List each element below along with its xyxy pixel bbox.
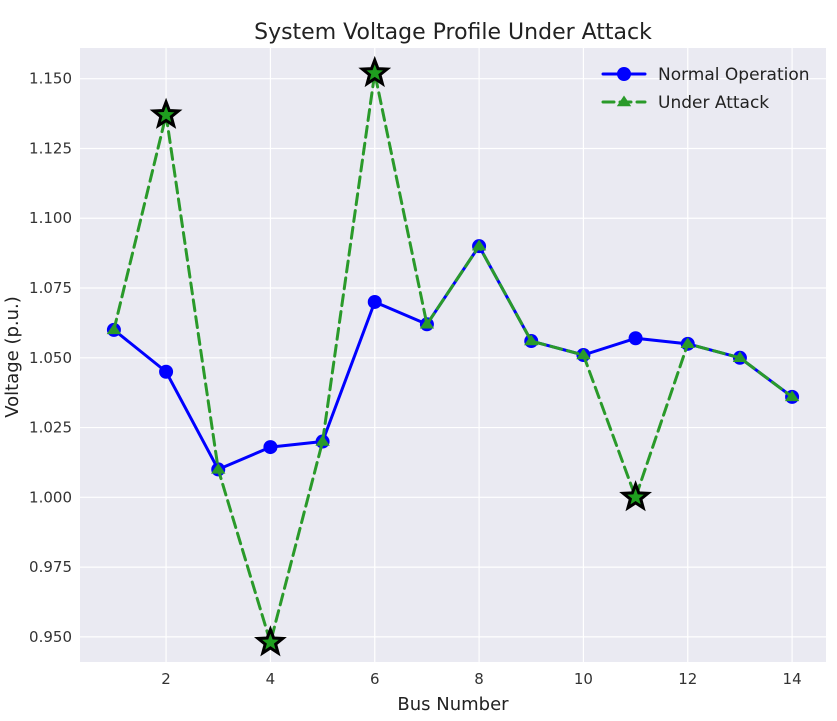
x-tick-label: 4	[266, 670, 276, 688]
under-attack-point	[576, 348, 591, 360]
under-attack-point	[680, 337, 695, 349]
x-tick-label: 6	[370, 670, 380, 688]
normal-operation-point	[159, 364, 174, 379]
highlight-layer	[149, 55, 652, 657]
y-tick-label: 1.075	[29, 279, 72, 297]
series-layer	[106, 66, 800, 647]
attack-highlight-star	[254, 625, 287, 657]
under-attack-point	[211, 462, 226, 474]
x-tick-label: 10	[574, 670, 593, 688]
under-attack-point	[471, 239, 487, 251]
y-tick-label: 1.125	[29, 139, 72, 157]
plot-background	[80, 48, 826, 662]
normal-operation-point	[263, 440, 278, 455]
under-attack-line	[112, 71, 794, 644]
legend-label-normal-operation: Normal Operation	[658, 65, 810, 85]
attack-highlight-star	[149, 97, 183, 129]
x-tick-label: 14	[783, 670, 802, 688]
y-tick-label: 1.000	[29, 488, 72, 506]
attack-highlight-star	[619, 480, 652, 512]
under-attack-point	[315, 435, 330, 446]
normal-operation-point	[628, 331, 643, 346]
under-attack-point	[732, 351, 748, 363]
y-axis-label: Voltage (p.u.)	[2, 296, 23, 418]
legend-label-under-attack: Under Attack	[658, 93, 769, 113]
x-tick-label: 8	[474, 670, 484, 688]
y-tick-label: 1.050	[29, 349, 72, 367]
tick-layer: 2 4 6 8 10 12 14 0.950 0.975 1.000 1.025 1.050 1.075…	[29, 70, 802, 688]
y-tick-label: 1.100	[29, 209, 72, 227]
legend-marker-under-attack	[616, 95, 632, 107]
y-tick-label: 1.150	[29, 70, 72, 88]
y-tick-label: 0.950	[29, 628, 72, 646]
y-tick-label: 1.025	[29, 419, 72, 437]
under-attack-point	[524, 334, 539, 346]
x-tick-label: 2	[161, 670, 171, 688]
legend: Normal Operation Under Attack	[601, 65, 810, 113]
y-tick-label: 0.975	[29, 558, 72, 576]
legend-marker-normal-operation	[617, 67, 631, 81]
legend-item-normal-operation: Normal Operation	[601, 65, 810, 85]
under-attack-point	[419, 317, 435, 329]
chart-title: System Voltage Profile Under Attack	[254, 20, 652, 45]
under-attack-point	[784, 390, 800, 402]
normal-operation-point	[367, 294, 382, 309]
under-attack-point	[106, 323, 122, 335]
attack-highlight-star	[358, 55, 392, 88]
x-axis-label: Bus Number	[397, 694, 509, 715]
legend-item-under-attack: Under Attack	[601, 93, 769, 113]
x-tick-label: 12	[678, 670, 697, 688]
